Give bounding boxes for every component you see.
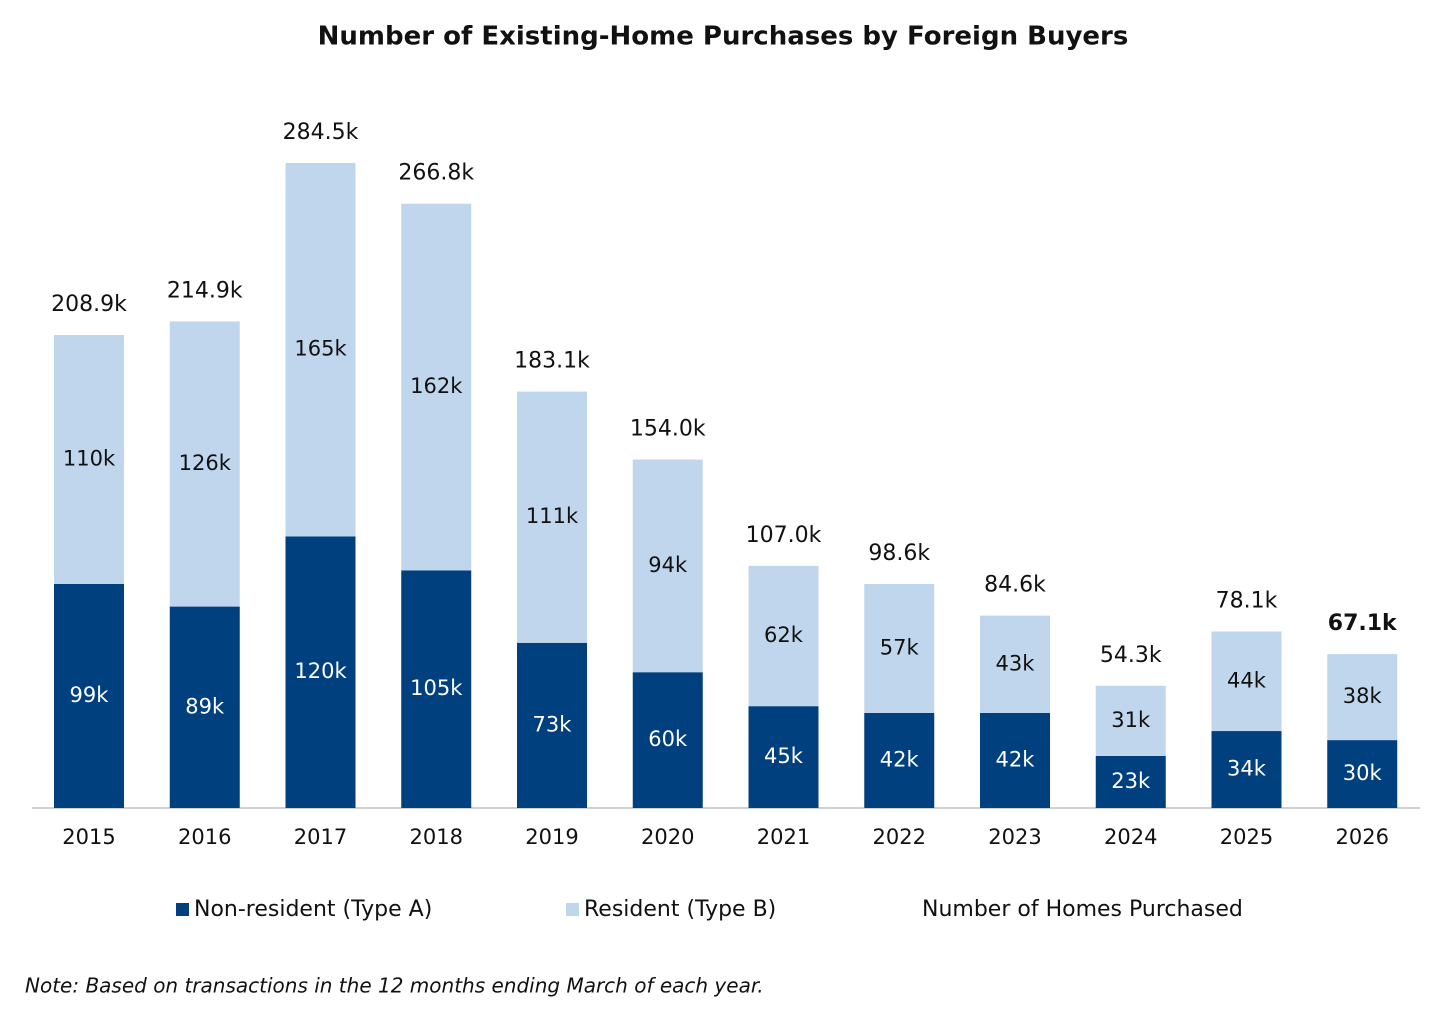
x-tick-label: 2021	[757, 825, 810, 849]
legend-swatch	[566, 903, 579, 916]
total-label: 78.1k	[1216, 588, 1278, 613]
legend-swatch	[176, 903, 189, 916]
data-label: 31k	[1111, 708, 1151, 732]
data-label: 30k	[1343, 761, 1383, 785]
bar-segment	[401, 203, 472, 571]
x-tick-label: 2015	[62, 825, 115, 849]
bar-segment	[169, 321, 240, 607]
bar-segment	[748, 706, 819, 808]
legend-label: Number of Homes Purchased	[922, 897, 1243, 922]
total-label: 154.0k	[630, 416, 706, 441]
data-label: 111k	[526, 504, 579, 528]
bar-segment	[54, 583, 124, 808]
data-label: 42k	[996, 747, 1036, 771]
total-label: 54.3k	[1100, 643, 1162, 668]
x-tick-label: 2019	[525, 825, 578, 849]
data-label: 162k	[410, 374, 463, 398]
total-label: 266.8k	[398, 161, 474, 186]
total-label: 84.6k	[984, 573, 1046, 598]
data-label: 126k	[179, 451, 232, 475]
note: Note: Based on transactions in the 12 mo…	[25, 974, 764, 998]
bar-segment	[1327, 654, 1398, 741]
bar-segment	[517, 391, 587, 643]
x-tick-label: 2020	[641, 825, 694, 849]
total-label: 98.6k	[868, 541, 930, 566]
data-label: 105k	[410, 676, 463, 700]
bar-segment	[169, 606, 240, 808]
x-tick-label: 2024	[1104, 825, 1157, 849]
data-label: 45k	[764, 744, 804, 768]
data-label: 94k	[648, 553, 688, 577]
legend-label: Non-resident (Type A)	[194, 897, 432, 922]
data-label: 110k	[63, 446, 116, 470]
data-label: 57k	[880, 635, 920, 659]
bar-segment	[1327, 740, 1398, 808]
data-label: 23k	[1111, 769, 1151, 793]
data-label: 43k	[996, 651, 1036, 675]
total-label: 284.5k	[283, 120, 359, 145]
data-label: 44k	[1227, 668, 1267, 692]
bar-segment	[632, 672, 703, 808]
data-label: 38k	[1343, 684, 1383, 708]
legend-label: Resident (Type B)	[584, 897, 776, 922]
total-label: 208.9k	[51, 292, 127, 317]
data-label: 42k	[880, 747, 920, 771]
x-tick-label: 2025	[1220, 825, 1273, 849]
bar-segment	[1211, 731, 1282, 808]
bar-segment	[864, 583, 935, 713]
data-label: 120k	[294, 659, 347, 683]
bar-segment	[748, 565, 819, 707]
data-label: 73k	[533, 712, 573, 736]
x-tick-label: 2018	[410, 825, 463, 849]
total-label: 214.9k	[167, 278, 243, 303]
total-label: 67.1k	[1328, 611, 1398, 636]
bar-segment	[285, 163, 356, 537]
bar-segment	[1211, 631, 1282, 732]
bar-segment	[632, 459, 703, 673]
bar-segment	[864, 712, 935, 808]
x-tick-label: 2017	[294, 825, 347, 849]
data-label: 89k	[185, 694, 225, 718]
bar-segment	[1095, 755, 1166, 808]
x-tick-label: 2026	[1336, 825, 1389, 849]
data-label: 34k	[1227, 757, 1267, 781]
total-label: 183.1k	[514, 349, 590, 374]
data-label: 99k	[70, 683, 110, 707]
data-label: 62k	[764, 623, 804, 647]
bar-segment	[980, 712, 1050, 808]
bar-segment	[285, 536, 356, 808]
x-tick-label: 2023	[988, 825, 1041, 849]
x-tick-label: 2022	[873, 825, 926, 849]
data-label: 165k	[294, 337, 347, 361]
chart-title: Number of Existing-Home Purchases by For…	[318, 22, 1129, 52]
bar-segment	[1095, 685, 1166, 756]
bar-segment	[980, 615, 1050, 713]
bar-segment	[54, 335, 124, 584]
bar-segment	[401, 570, 472, 808]
data-label: 60k	[648, 727, 688, 751]
x-tick-label: 2016	[178, 825, 231, 849]
bar-segment	[517, 642, 587, 808]
total-label: 107.0k	[746, 523, 822, 548]
